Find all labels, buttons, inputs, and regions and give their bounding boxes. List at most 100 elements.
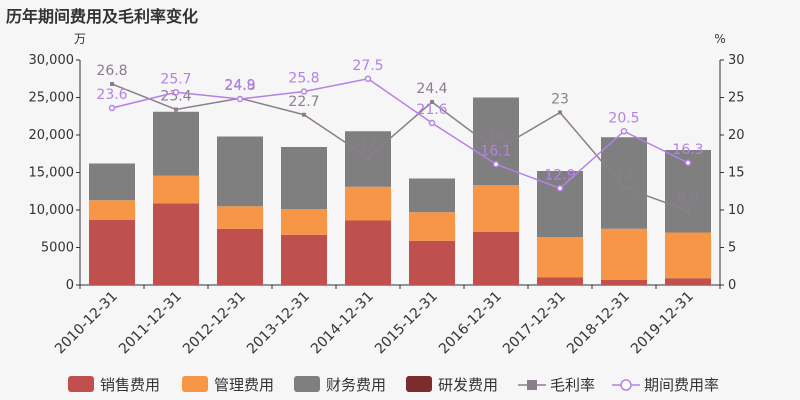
legend-swatch — [182, 376, 208, 392]
line-point — [430, 100, 434, 104]
line-point — [494, 148, 498, 152]
left-axis-unit: 万 — [74, 32, 86, 46]
x-tick-label: 2013-12-31 — [244, 289, 313, 358]
bar — [537, 277, 583, 285]
bar — [281, 234, 327, 285]
bar — [217, 206, 263, 229]
y2-tick-label: 25 — [728, 91, 745, 106]
y-tick-label: 10,000 — [29, 203, 75, 218]
line-point — [622, 185, 626, 190]
data-label: 16.1 — [480, 143, 511, 159]
bar — [217, 228, 263, 285]
bar — [601, 228, 647, 280]
data-label: 25.7 — [160, 71, 191, 87]
legend-label: 期间费用率 — [644, 376, 719, 394]
bar — [153, 203, 199, 285]
line-point — [236, 95, 244, 103]
data-label: 16.3 — [672, 142, 703, 158]
line-point — [174, 107, 178, 112]
bar — [473, 185, 519, 232]
bar — [537, 237, 583, 278]
bar — [153, 175, 199, 204]
line-point — [172, 89, 180, 96]
y-tick-label: 30,000 — [29, 53, 75, 68]
y2-tick-label: 5 — [728, 241, 736, 256]
data-label: 24.8 — [224, 78, 255, 94]
x-tick-label: 2018-12-31 — [564, 289, 633, 358]
y-tick-label: 20,000 — [29, 128, 75, 143]
line-point — [620, 128, 628, 135]
x-tick-label: 2011-12-31 — [116, 289, 185, 358]
data-label: 23 — [551, 92, 569, 108]
y-tick-label: 0 — [66, 278, 74, 293]
x-tick-label: 2010-12-31 — [52, 289, 121, 358]
bar — [345, 220, 391, 285]
bar — [281, 209, 327, 235]
x-tick-label: 2019-12-31 — [628, 289, 697, 358]
legend-swatch — [294, 376, 320, 392]
line-point — [108, 104, 116, 112]
data-label: 25.8 — [288, 71, 319, 87]
line-point — [556, 185, 564, 192]
y2-tick-label: 15 — [728, 166, 745, 181]
bar — [601, 279, 647, 285]
data-label: 21.6 — [416, 102, 447, 118]
data-label: 26.8 — [96, 63, 127, 79]
line-point — [684, 159, 692, 166]
bar — [217, 136, 263, 207]
legend-label: 销售费用 — [100, 376, 160, 394]
data-label: 20.5 — [608, 110, 639, 126]
data-label: 22.7 — [288, 94, 319, 110]
data-label: 27.5 — [352, 58, 383, 74]
x-tick-label: 2014-12-31 — [308, 289, 377, 358]
bar — [409, 212, 455, 241]
data-label: 24.4 — [416, 81, 447, 97]
bar — [601, 137, 647, 229]
x-tick-label: 2015-12-31 — [372, 289, 441, 358]
y2-tick-label: 0 — [728, 278, 736, 293]
legend-label: 研发费用 — [438, 376, 498, 394]
y-tick-label: 5000 — [41, 241, 74, 256]
right-axis-unit: % — [714, 32, 725, 46]
bar — [409, 178, 455, 213]
chart-title: 历年期间费用及毛利率变化 — [6, 7, 199, 26]
line-point — [300, 88, 308, 95]
legend-marker — [620, 379, 632, 391]
line-point — [428, 119, 436, 127]
y2-tick-label: 10 — [728, 203, 745, 218]
legend-label: 财务费用 — [326, 376, 386, 394]
x-tick-label: 2017-12-31 — [500, 289, 569, 358]
bar — [89, 200, 135, 220]
y2-tick-label: 30 — [728, 53, 745, 68]
legend-marker — [527, 380, 537, 390]
bar — [153, 111, 199, 176]
line-point — [364, 75, 372, 82]
series-line — [111, 83, 689, 212]
bar — [281, 147, 327, 210]
bar — [473, 231, 519, 285]
x-tick-label: 2016-12-31 — [436, 289, 505, 358]
data-label: 9.9 — [677, 190, 699, 206]
line-point — [558, 110, 562, 115]
bar — [89, 219, 135, 285]
bar — [409, 240, 455, 285]
legend-swatch — [406, 376, 432, 392]
series-line — [111, 77, 689, 190]
x-tick-label: 2012-12-31 — [180, 289, 249, 358]
line-point — [110, 82, 114, 86]
data-label: 12.9 — [544, 167, 575, 183]
y2-tick-label: 20 — [728, 128, 745, 143]
line-point — [366, 155, 370, 160]
data-label: 18 — [487, 129, 505, 145]
line-point — [492, 161, 500, 168]
bar — [665, 232, 711, 279]
data-label: 13 — [615, 167, 633, 183]
bar — [89, 163, 135, 201]
legend-label: 毛利率 — [550, 376, 595, 394]
legend-label: 管理费用 — [214, 376, 274, 394]
y-tick-label: 15,000 — [29, 166, 75, 181]
data-label: 23.6 — [96, 87, 127, 103]
legend-swatch — [68, 376, 94, 392]
line-point — [302, 112, 306, 117]
